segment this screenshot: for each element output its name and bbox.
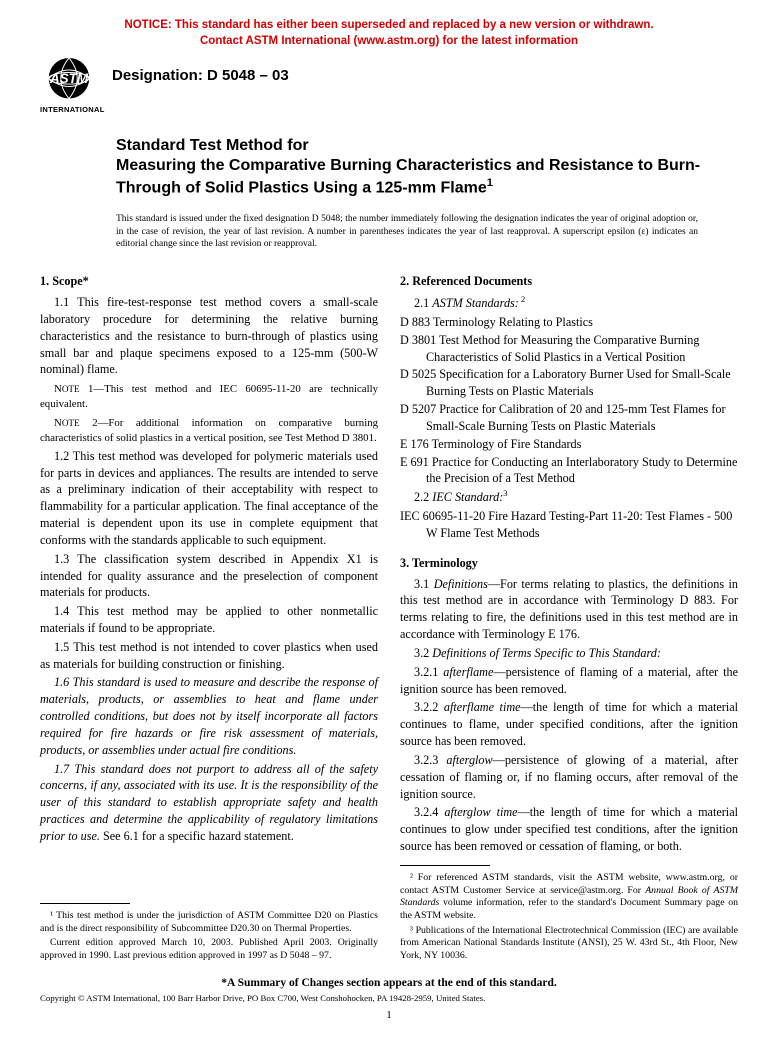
ref-d3801: D 3801 Test Method for Measuring the Com…: [400, 332, 738, 366]
p324-lead: 3.2.4: [414, 805, 444, 819]
para-3-1: 3.1 Definitions—For terms relating to pl…: [400, 576, 738, 643]
para-1-6: 1.6 This standard is used to measure and…: [40, 674, 378, 758]
section-3-head: 3. Terminology: [400, 555, 738, 572]
ref-d5207: D 5207 Practice for Calibration of 20 an…: [400, 401, 738, 435]
section-1-head: 1. Scope*: [40, 273, 378, 290]
sub-iec-label: 2.2 IEC Standard:: [414, 490, 503, 504]
notice-line-2: Contact ASTM International (www.astm.org…: [200, 35, 578, 47]
left-column: 1. Scope* 1.1 This fire-test-response te…: [40, 267, 378, 965]
title-line-1: Standard Test Method for: [116, 137, 309, 154]
astm-logo: ASTM INTERNATIONAL: [40, 57, 98, 114]
para-1-4: 1.4 This test method may be applied to o…: [40, 603, 378, 637]
ref-e691: E 691 Practice for Conducting an Interla…: [400, 454, 738, 488]
p324-term: afterglow time: [444, 805, 517, 819]
copyright-line: Copyright © ASTM International, 100 Barr…: [40, 993, 738, 1003]
para-1-2: 1.2 This test method was developed for p…: [40, 448, 378, 549]
para-3-2-1: 3.2.1 afterflame—persistence of flaming …: [400, 664, 738, 698]
document-title: Standard Test Method for Measuring the C…: [116, 136, 718, 198]
p321-lead: 3.2.1: [414, 665, 443, 679]
p321-term: afterflame: [443, 665, 493, 679]
footnote-3: ³ Publications of the International Elec…: [400, 925, 738, 963]
designation: Designation: D 5048 – 03: [112, 67, 289, 84]
ref-iec: IEC 60695-11-20 Fire Hazard Testing-Part…: [400, 508, 738, 542]
header-row: ASTM INTERNATIONAL Designation: D 5048 –…: [40, 57, 738, 114]
footnote-1b: Current edition approved March 10, 2003.…: [40, 937, 378, 962]
footnote-rule-right: [400, 865, 490, 866]
astm-logo-icon: ASTM: [40, 57, 98, 103]
para-1-5: 1.5 This test method is not intended to …: [40, 639, 378, 673]
issuance-note: This standard is issued under the fixed …: [116, 213, 698, 251]
para-1-1: 1.1 This fire-test-response test method …: [40, 294, 378, 378]
p3-2-text: 3.2 Definitions of Terms Specific to Thi…: [414, 646, 661, 660]
section-2-head: 2. Referenced Documents: [400, 273, 738, 290]
p323-term: afterglow: [446, 753, 492, 767]
ref-d5025: D 5025 Specification for a Laboratory Bu…: [400, 366, 738, 400]
title-footnote-mark: 1: [487, 177, 493, 189]
title-line-2: Measuring the Comparative Burning Charac…: [116, 157, 700, 196]
ref-e176: E 176 Terminology of Fire Standards: [400, 436, 738, 453]
p322-term: afterflame time: [444, 700, 521, 714]
p322-lead: 3.2.2: [414, 700, 444, 714]
notice-line-1: NOTICE: This standard has either been su…: [124, 19, 653, 31]
para-1-7: 1.7 This standard does not purport to ad…: [40, 761, 378, 845]
right-footnote-block: ² For referenced ASTM standards, visit t…: [400, 857, 738, 965]
svg-text:ASTM: ASTM: [49, 71, 89, 86]
sub-iec: 2.2 IEC Standard:3: [400, 488, 738, 506]
summary-of-changes-note: *A Summary of Changes section appears at…: [40, 977, 738, 989]
note-1: NOTE 1—This test method and IEC 60695-11…: [40, 382, 378, 412]
footnote-2: ² For referenced ASTM standards, visit t…: [400, 872, 738, 923]
notice-banner: NOTICE: This standard has either been su…: [40, 18, 738, 49]
document-page: NOTICE: This standard has either been su…: [0, 0, 778, 1041]
fn2-mark: 2: [519, 294, 525, 304]
right-column: 2. Referenced Documents 2.1 ASTM Standar…: [400, 267, 738, 965]
title-block: Standard Test Method for Measuring the C…: [116, 136, 718, 198]
p3-1-ital: Definitions: [434, 577, 488, 591]
footnote-1: ¹ This test method is under the jurisdic…: [40, 910, 378, 935]
note-2: NOTE 2—For additional information on com…: [40, 416, 378, 446]
para-3-2-2: 3.2.2 afterflame time—the length of time…: [400, 699, 738, 749]
fn3-mark: 3: [503, 488, 507, 498]
sub-astm: 2.1 ASTM Standards: 2: [400, 294, 738, 312]
para-3-2-4: 3.2.4 afterglow time—the length of time …: [400, 804, 738, 854]
ref-d883: D 883 Terminology Relating to Plastics: [400, 314, 738, 331]
para-3-2-3: 3.2.3 afterglow—persistence of glowing o…: [400, 752, 738, 802]
para-1-7-tail: See 6.1 for a specific hazard statement.: [100, 829, 294, 843]
sub-astm-label: 2.1 ASTM Standards:: [414, 296, 519, 310]
p3-1-lead: 3.1: [414, 577, 434, 591]
logo-label: INTERNATIONAL: [40, 105, 98, 114]
p323-lead: 3.2.3: [414, 753, 446, 767]
para-1-3: 1.3 The classification system described …: [40, 551, 378, 601]
para-3-2: 3.2 Definitions of Terms Specific to Thi…: [400, 645, 738, 662]
footnote-rule-left: [40, 903, 130, 904]
page-number: 1: [40, 1009, 738, 1021]
body-columns: 1. Scope* 1.1 This fire-test-response te…: [40, 267, 738, 965]
para-1-6-text: 1.6 This standard is used to measure and…: [40, 675, 378, 756]
left-footnote-block: ¹ This test method is under the jurisdic…: [40, 895, 378, 965]
